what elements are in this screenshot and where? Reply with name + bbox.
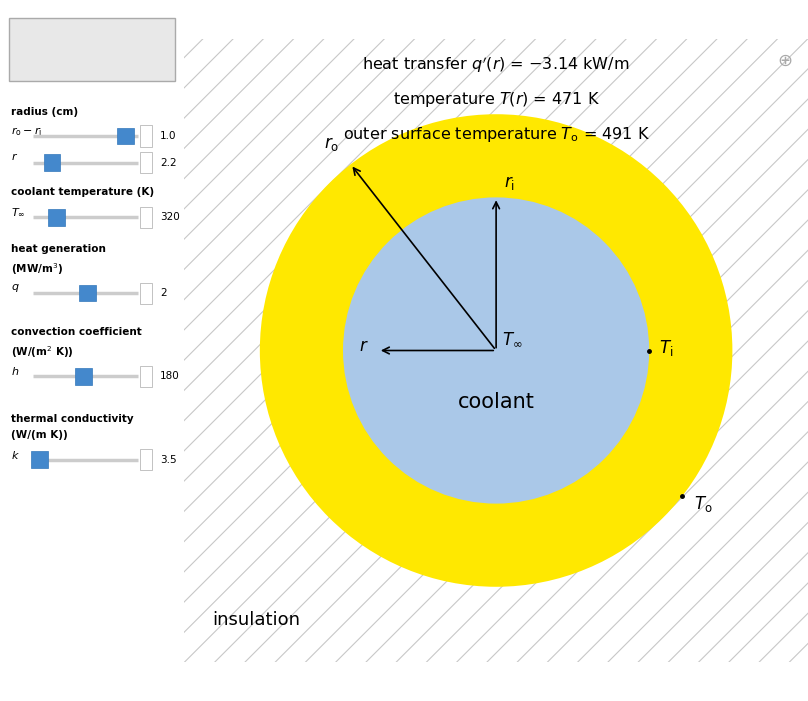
Text: coolant temperature (K): coolant temperature (K): [11, 187, 154, 197]
Text: +: +: [143, 289, 149, 297]
Text: temperature $T(r)$ = 471 K: temperature $T(r)$ = 471 K: [393, 90, 600, 109]
Text: insulation: insulation: [213, 611, 301, 629]
Text: convection coefficient: convection coefficient: [11, 327, 141, 337]
FancyBboxPatch shape: [9, 18, 175, 81]
Text: $r_\mathrm{i}$: $r_\mathrm{i}$: [503, 174, 515, 191]
FancyBboxPatch shape: [140, 449, 153, 470]
Text: $q$: $q$: [11, 282, 19, 294]
Text: thermal conductivity: thermal conductivity: [11, 414, 133, 423]
Text: $r$: $r$: [11, 151, 19, 163]
Text: $T_\mathrm{i}$: $T_\mathrm{i}$: [659, 338, 673, 358]
Text: ⊕: ⊕: [777, 53, 793, 70]
Text: coolant: coolant: [457, 393, 535, 412]
Text: 1.0: 1.0: [160, 131, 177, 141]
Text: $r_\mathrm{o} - r_\mathrm{i}$: $r_\mathrm{o} - r_\mathrm{i}$: [11, 125, 42, 137]
Bar: [44, 154, 61, 171]
Text: $r$: $r$: [359, 336, 368, 355]
Text: (MW/m$^3$): (MW/m$^3$): [11, 261, 63, 277]
Text: outer surface temperature $T_\mathrm{o}$ = 491 K: outer surface temperature $T_\mathrm{o}$…: [343, 125, 650, 144]
Bar: [32, 451, 48, 468]
Text: diagram: diagram: [27, 41, 80, 54]
Text: heat generation: heat generation: [11, 244, 106, 254]
Text: ▼: ▼: [158, 43, 166, 53]
Text: (W/(m K)): (W/(m K)): [11, 430, 68, 440]
Text: 2.2: 2.2: [160, 158, 177, 168]
Text: +: +: [143, 456, 149, 464]
FancyBboxPatch shape: [140, 207, 153, 228]
Text: +: +: [143, 158, 149, 167]
Text: 320: 320: [160, 212, 180, 222]
Text: 2: 2: [160, 288, 167, 298]
Text: $T_\mathrm{o}$: $T_\mathrm{o}$: [693, 494, 713, 514]
FancyBboxPatch shape: [140, 366, 153, 387]
Text: $r_\mathrm{o}$: $r_\mathrm{o}$: [324, 135, 339, 153]
Text: 180: 180: [160, 372, 180, 381]
Text: $k$: $k$: [11, 449, 20, 461]
Text: +: +: [143, 213, 149, 222]
Bar: [79, 285, 96, 301]
Text: radius (cm): radius (cm): [11, 107, 78, 116]
Text: heat transfer $q'(r)$ = −3.14 kW/m: heat transfer $q'(r)$ = −3.14 kW/m: [363, 54, 629, 74]
Text: $h$: $h$: [11, 365, 19, 377]
Text: $T_\infty$: $T_\infty$: [11, 206, 26, 218]
FancyBboxPatch shape: [140, 152, 153, 173]
Circle shape: [260, 114, 732, 587]
FancyBboxPatch shape: [140, 125, 153, 147]
Text: +: +: [143, 372, 149, 381]
Circle shape: [343, 198, 649, 503]
Bar: [48, 209, 65, 226]
Bar: [75, 368, 92, 385]
FancyBboxPatch shape: [140, 283, 153, 304]
Bar: [117, 128, 134, 144]
Text: (W/(m$^2$ K)): (W/(m$^2$ K)): [11, 344, 74, 360]
Text: +: +: [143, 132, 149, 140]
Text: 3.5: 3.5: [160, 455, 177, 465]
Text: $T_\infty$: $T_\infty$: [502, 331, 523, 348]
